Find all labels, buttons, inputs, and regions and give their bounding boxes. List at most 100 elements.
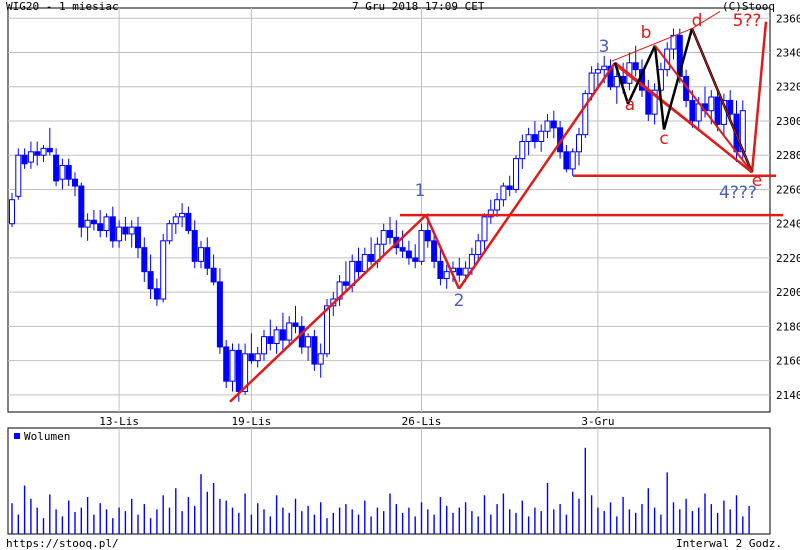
candle-body (179, 212, 186, 218)
candle-body (53, 154, 60, 182)
instrument-title: WIG20 - 1 miesiac (6, 0, 119, 13)
zigzag-line (653, 45, 666, 130)
candle-body (519, 141, 526, 160)
candle-body (153, 288, 160, 300)
candle-body (254, 353, 261, 362)
candle-body (78, 185, 85, 228)
candle-body (292, 322, 299, 327)
candle-body (59, 164, 66, 180)
candle-body (355, 260, 362, 273)
candle-body (235, 349, 242, 392)
candle-body (431, 240, 438, 262)
candle-body (443, 271, 450, 279)
candle-body (475, 240, 482, 256)
candle-body (116, 226, 123, 242)
candle-body (531, 134, 538, 143)
wave-label: d (692, 11, 703, 31)
y-tick-label: 2220 (776, 252, 800, 265)
volume-legend-label: Wolumen (24, 430, 70, 443)
y-tick-label: 2140 (776, 389, 800, 402)
candle-body (727, 99, 734, 115)
wave-line (457, 62, 617, 290)
wave-label: c (659, 129, 668, 149)
zigzag-line (662, 28, 694, 130)
wave-label: 3 (599, 37, 610, 57)
candle-body (27, 151, 34, 163)
candle-body (21, 154, 28, 165)
candle-body (160, 240, 167, 300)
zigzag-line (626, 45, 657, 105)
candle-body (456, 267, 463, 276)
candle-body (424, 230, 431, 242)
candle-body (103, 216, 110, 232)
x-tick-label: 26-Lis (402, 415, 442, 428)
candle-body (166, 223, 173, 242)
wave-label: 4??? (719, 183, 757, 203)
y-tick-label: 2160 (776, 355, 800, 368)
wave-label: b (641, 23, 652, 43)
candle-body (286, 322, 293, 341)
footer-url[interactable]: https://stooq.pl/ (6, 537, 119, 550)
x-tick-label: 13-Lis (99, 415, 139, 428)
candle-body (494, 199, 501, 211)
candle-body (135, 226, 141, 249)
candle-body (708, 96, 715, 112)
candle-body (109, 216, 116, 242)
candle-body (437, 260, 444, 279)
candle-body (506, 185, 513, 190)
wave-line (424, 214, 461, 290)
candle-body (342, 281, 349, 286)
wave-label: a (625, 95, 635, 115)
wave-line (750, 21, 768, 173)
candle-body (279, 329, 286, 341)
candle-body (632, 62, 639, 71)
footer-interval: Interwal 2 Godz. (676, 537, 782, 550)
candle-body (191, 230, 198, 262)
candle-body (198, 247, 204, 262)
candle-body (387, 230, 393, 238)
candle-body (305, 336, 312, 348)
candle-body (538, 130, 545, 143)
candle-body (15, 154, 22, 197)
candle-body (380, 230, 387, 245)
candle-body (582, 93, 589, 136)
candle-body (569, 151, 576, 170)
candle-body (651, 89, 658, 115)
candle-body (481, 216, 488, 242)
candle-body (84, 219, 91, 228)
candle-body (513, 158, 519, 190)
wave-label: e (752, 171, 762, 191)
candle-body (9, 199, 15, 225)
wave-d-e-line (691, 28, 753, 173)
price-plot-frame (7, 7, 771, 413)
y-tick-label: 2360 (776, 12, 800, 25)
candle-body (97, 223, 104, 232)
candle-body (607, 65, 614, 88)
volume-plot-frame (7, 427, 771, 535)
candle-body (588, 72, 595, 95)
candle-body (645, 89, 652, 115)
channel-upper-line (611, 28, 693, 62)
candle-body (601, 65, 608, 71)
candle-body (500, 185, 507, 201)
candle-body (204, 247, 211, 269)
y-tick-label: 2320 (776, 81, 800, 94)
y-tick-label: 2200 (776, 286, 800, 299)
candle-body (147, 271, 154, 290)
candle-body (317, 353, 324, 365)
candle-body (172, 216, 179, 225)
candle-body (311, 336, 318, 365)
candle-body (210, 267, 217, 283)
candle-body (261, 336, 267, 355)
candle-body (34, 151, 41, 156)
y-tick-label: 2300 (776, 115, 800, 128)
candle-body (248, 353, 255, 362)
candle-body (267, 336, 274, 345)
y-tick-label: 2260 (776, 183, 800, 196)
candle-body (229, 349, 236, 382)
candle-body (128, 226, 135, 235)
candle-body (242, 353, 249, 392)
candle-body (689, 99, 696, 122)
candle-body (487, 209, 494, 218)
candle-body (185, 212, 192, 232)
